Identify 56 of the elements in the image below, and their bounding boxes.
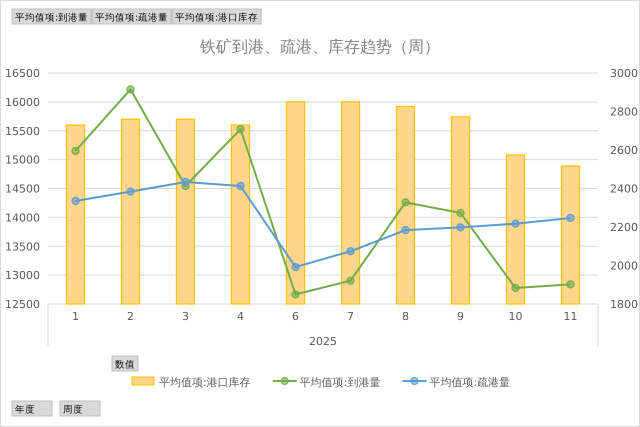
button: 平均值项:港口库存 <box>172 8 262 24</box>
y2-tick-label: 2400 <box>610 182 638 196</box>
y-tick-label: 12500 <box>5 298 40 311</box>
x-tick-label: 6 <box>292 310 299 323</box>
y2-tick-label: 3000 <box>610 67 638 80</box>
point <box>346 247 355 256</box>
point <box>511 284 520 292</box>
point <box>511 220 520 228</box>
y-tick-label: 15500 <box>5 124 40 138</box>
y2-tick-label: 2000 <box>610 260 638 272</box>
point <box>291 262 300 272</box>
y2-tick-label: 2200 <box>610 221 638 234</box>
y-tick-label: 15000 <box>5 154 40 167</box>
y-tick-label: 13500 <box>5 240 40 254</box>
point <box>566 280 575 288</box>
y2-tick-label: 2600 <box>610 144 638 157</box>
point <box>126 187 135 196</box>
x-tick-label: 2 <box>127 310 134 323</box>
button: 平均值项:疏港量 <box>92 8 172 24</box>
point <box>346 276 355 285</box>
y-tick-label: 14000 <box>5 211 40 224</box>
point <box>126 85 135 94</box>
point <box>566 214 575 222</box>
x-tick-label: 7 <box>347 310 354 323</box>
y-tick-label: 16000 <box>5 96 40 109</box>
x-tick-label: 1 <box>72 310 79 323</box>
chart-title: 铁矿到港、疏港、库存趋势（周） <box>199 37 440 56</box>
legend-label: 平均值项:港口库存 <box>159 376 251 389</box>
point <box>456 208 465 218</box>
point <box>456 223 465 232</box>
button: 周度 <box>60 400 100 416</box>
y-tick-label: 14500 <box>5 182 40 196</box>
x-tick-label: 8 <box>402 310 409 323</box>
point <box>71 146 80 156</box>
point <box>71 196 80 206</box>
point <box>236 182 245 190</box>
y2-tick-label: 1800 <box>610 298 638 311</box>
button: 数值 <box>112 356 138 372</box>
legend-label: 平均值项:到港量 <box>300 376 380 389</box>
x-tick-label: 10 <box>508 310 522 323</box>
y2-tick-label: 2800 <box>610 106 638 118</box>
x-tick-label: 11 <box>564 310 578 323</box>
point <box>401 198 410 206</box>
point <box>236 125 245 134</box>
point <box>401 226 410 234</box>
point <box>181 178 190 186</box>
button: 平均值项:到港量 <box>12 8 92 24</box>
x-axis-title: 2025 <box>309 335 337 348</box>
x-tick-label: 4 <box>237 310 244 323</box>
point <box>291 290 300 298</box>
legend-label: 平均值项:疏港量 <box>429 376 510 389</box>
button: 年度 <box>12 400 52 416</box>
y-tick-label: 13000 <box>5 269 40 282</box>
x-tick-label: 3 <box>182 310 189 323</box>
y-tick-label: 16500 <box>5 67 40 80</box>
x-tick-label: 9 <box>457 310 464 323</box>
